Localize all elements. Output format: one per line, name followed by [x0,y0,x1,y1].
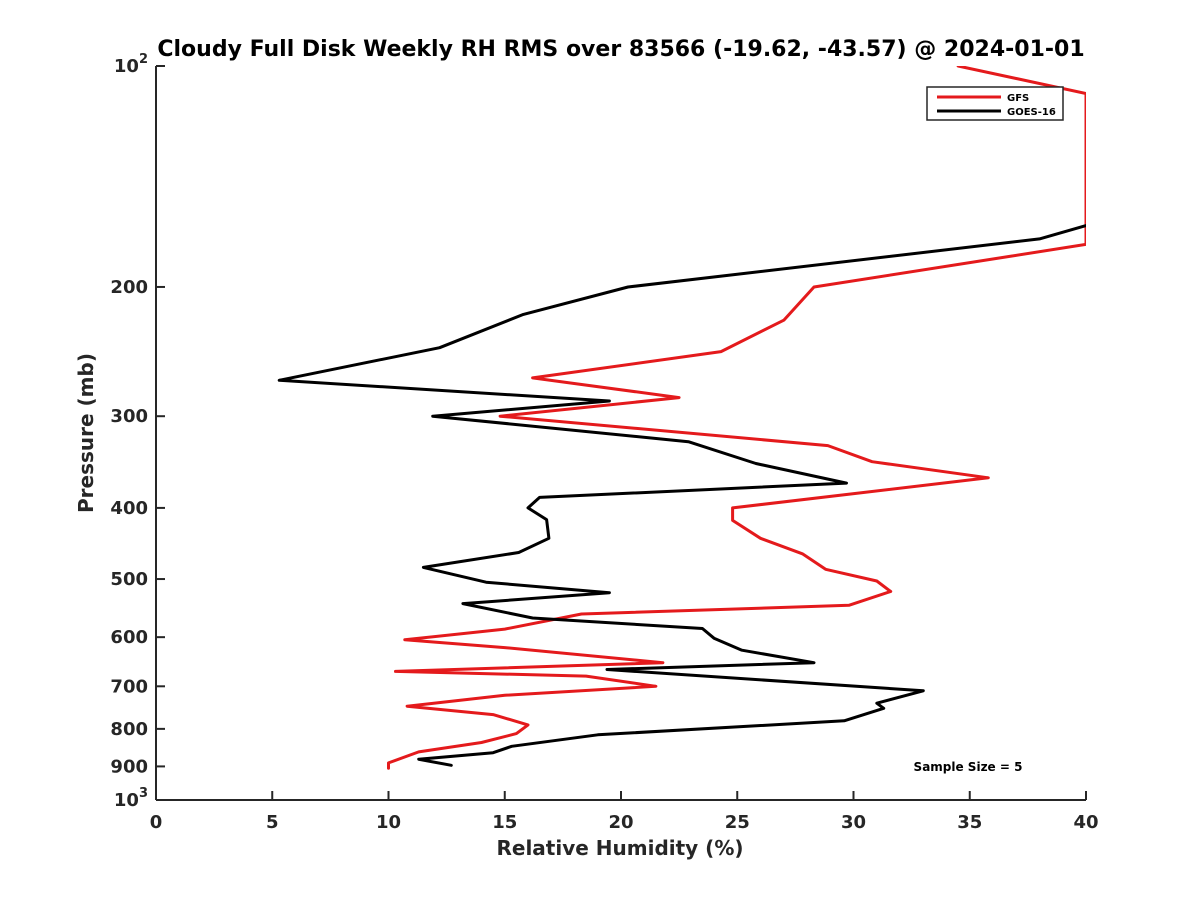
y-tick-label: 400 [110,498,148,519]
x-tick-label: 5 [266,812,279,833]
y-tick-label: 102 [114,52,148,77]
legend-entry: GFS [1007,93,1029,104]
legend-entry: GOES-16 [1007,107,1056,118]
x-tick-label: 25 [725,812,750,833]
x-tick-label: 0 [150,812,163,833]
y-tick-label: 300 [110,406,148,427]
x-tick-label: 20 [608,812,633,833]
y-tick-label: 600 [110,627,148,648]
series-line-gfs [387,66,1086,770]
y-tick-label: 700 [110,676,148,697]
chart-title: Cloudy Full Disk Weekly RH RMS over 8356… [157,37,1084,62]
y-tick-label: 103 [114,786,148,811]
sample-size-annotation: Sample Size = 5 [914,760,1023,774]
y-tick-label: 800 [110,719,148,740]
x-tick-label: 35 [957,812,982,833]
y-tick-label: 200 [110,277,148,298]
plot-area [277,66,1086,770]
series-line-goes-16 [277,224,1086,767]
y-axis-label: Pressure (mb) [74,353,98,513]
x-tick-label: 40 [1073,812,1098,833]
x-tick-label: 15 [492,812,517,833]
x-axis-label: Relative Humidity (%) [496,836,743,860]
y-tick-label: 900 [110,756,148,777]
legend: GFS GOES-16 [926,86,1064,121]
y-tick-label: 500 [110,569,148,590]
x-tick-label: 10 [376,812,401,833]
x-tick-label: 30 [841,812,866,833]
legend-box [926,86,1064,121]
axes: 0 5 10 15 20 25 30 35 40 102 200 300 400 500 600 700 800… [110,52,1098,833]
